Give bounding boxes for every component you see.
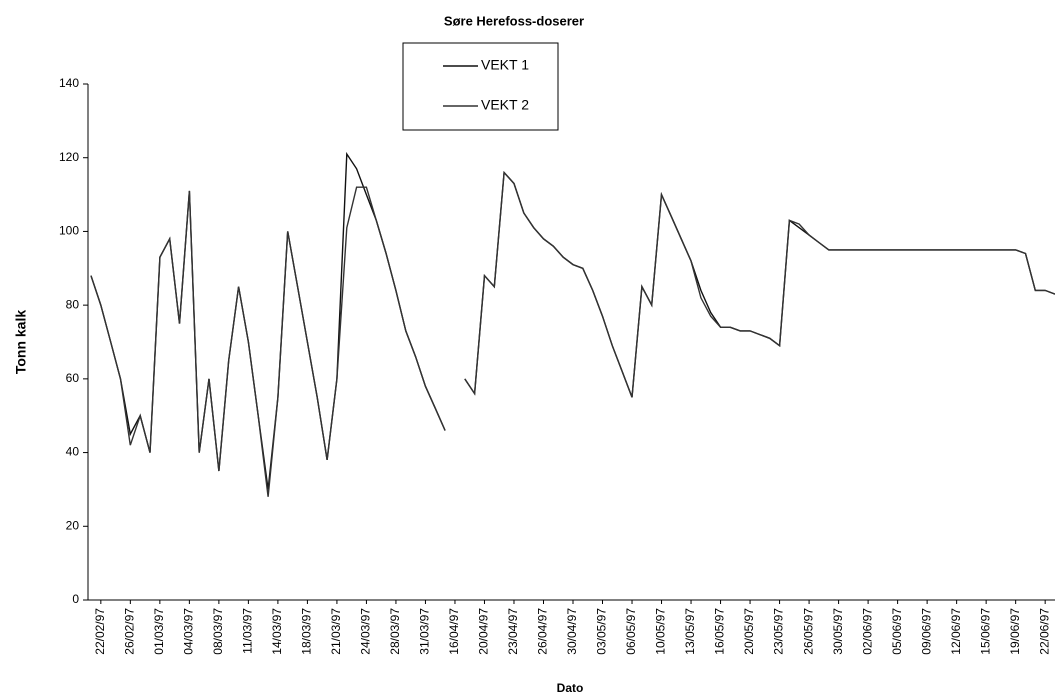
x-tick-label: 23/05/97 — [772, 608, 786, 655]
y-tick-label: 120 — [59, 150, 79, 164]
x-tick-label: 18/03/97 — [300, 608, 314, 655]
x-tick-label: 09/06/97 — [919, 608, 933, 655]
x-tick-label: 16/05/97 — [713, 608, 727, 655]
x-tick-label: 20/05/97 — [742, 608, 756, 655]
x-tick-label: 04/03/97 — [182, 608, 196, 655]
x-tick-label: 23/04/97 — [506, 608, 520, 655]
x-axis-label: Dato — [557, 681, 584, 695]
y-tick-label: 100 — [59, 224, 79, 238]
x-tick-label: 21/03/97 — [329, 608, 343, 655]
x-tick-label: 30/05/97 — [831, 608, 845, 655]
x-tick-label: 12/06/97 — [949, 608, 963, 655]
x-tick-label: 31/03/97 — [418, 608, 432, 655]
y-tick-label: 60 — [66, 371, 80, 385]
x-tick-label: 10/05/97 — [654, 608, 668, 655]
x-tick-label: 05/06/97 — [890, 608, 904, 655]
x-tick-label: 15/06/97 — [978, 608, 992, 655]
x-tick-label: 22/02/97 — [93, 608, 107, 655]
x-tick-label: 08/03/97 — [211, 608, 225, 655]
x-tick-label: 20/04/97 — [477, 608, 491, 655]
x-tick-label: 16/04/97 — [447, 608, 461, 655]
x-tick-label: 30/04/97 — [565, 608, 579, 655]
y-tick-label: 80 — [66, 297, 80, 311]
legend-label: VEKT 1 — [481, 57, 529, 73]
x-tick-label: 14/03/97 — [270, 608, 284, 655]
y-tick-label: 20 — [66, 518, 80, 532]
y-tick-label: 40 — [66, 445, 80, 459]
x-tick-label: 22/06/97 — [1037, 608, 1051, 655]
chart-title: Søre Herefoss-doserer — [444, 13, 584, 28]
x-tick-label: 28/03/97 — [388, 608, 402, 655]
x-tick-label: 19/06/97 — [1008, 608, 1022, 655]
series-line — [90, 170, 1055, 497]
x-tick-label: 11/03/97 — [241, 608, 255, 654]
x-tick-label: 01/03/97 — [152, 608, 166, 655]
x-tick-label: 24/03/97 — [359, 608, 373, 655]
x-tick-label: 26/05/97 — [801, 608, 815, 655]
x-tick-label: 02/06/97 — [860, 608, 874, 655]
y-tick-label: 0 — [72, 592, 79, 606]
y-tick-label: 140 — [59, 76, 79, 90]
x-tick-label: 06/05/97 — [624, 608, 638, 655]
x-tick-label: 26/02/97 — [123, 608, 137, 655]
series-line — [90, 151, 1055, 490]
legend-box — [402, 42, 559, 131]
x-tick-label: 26/04/97 — [536, 608, 550, 655]
x-tick-label: 03/05/97 — [595, 608, 609, 655]
y-axis-label: Tonn kalk — [13, 310, 29, 375]
x-tick-label: 13/05/97 — [683, 608, 697, 655]
legend-label: VEKT 2 — [481, 97, 529, 113]
